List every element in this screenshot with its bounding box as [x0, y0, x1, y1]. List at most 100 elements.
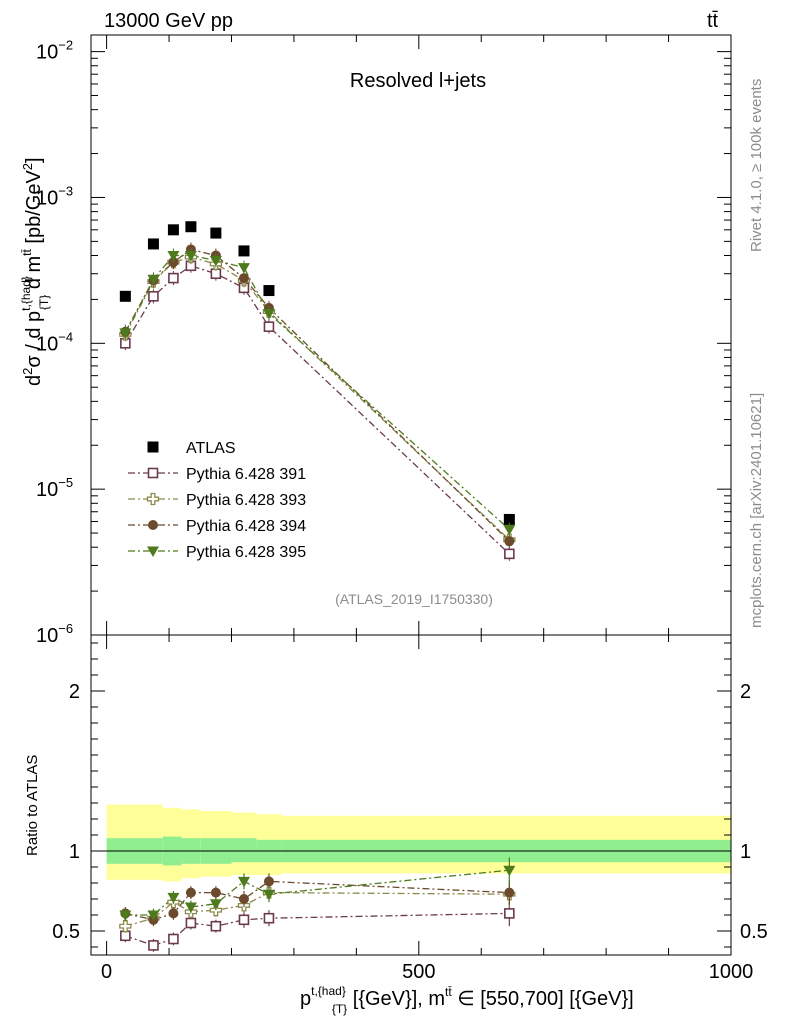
main-panel-axis-ticks: 10−610−510−410−310−2 — [36, 35, 732, 647]
main-panel-title: Resolved l+jets — [350, 70, 486, 92]
data-point-4-2 — [167, 251, 180, 262]
data-point-4-1 — [147, 274, 160, 286]
y-tick-label-base: 10 — [36, 187, 58, 209]
ratio-y-tick-label-right: 0.5 — [740, 921, 768, 943]
data-point-0-1 — [147, 238, 159, 250]
ratio-point-2-3 — [185, 887, 196, 898]
x-tick-label: 500 — [402, 961, 435, 983]
data-point-0-6 — [263, 285, 275, 297]
y-tick-label-base: 10 — [36, 333, 58, 355]
data-point-0-0 — [119, 290, 131, 302]
ratio-series-line-0 — [125, 912, 510, 947]
header-process-label: tt̄ — [707, 10, 719, 32]
legend-label-0: ATLAS — [186, 440, 236, 457]
ratio-point-2-6 — [263, 876, 274, 887]
data-point-1-1 — [148, 291, 159, 302]
rivet-version-label: Rivet 4.1.0, ≥ 100k events — [748, 79, 765, 252]
ratio-point-0-6 — [263, 912, 275, 924]
analysis-watermark: (ATLAS_2019_I1750330) — [335, 591, 493, 607]
ratio-y-tick-label-right: 2 — [740, 681, 751, 703]
y-tick-label-base: 10 — [36, 479, 58, 501]
legend-marker-2 — [146, 492, 160, 506]
y-tick-label-base: 10 — [36, 625, 58, 647]
stat-uncertainty-band — [231, 838, 257, 863]
ratio-panel-frame — [90, 634, 732, 956]
ratio-y-axis-label: Ratio to ATLAS — [24, 755, 41, 856]
data-point-4-6 — [262, 309, 275, 320]
data-point-3-7 — [504, 536, 515, 547]
ratio-y-tick-label: 0.5 — [52, 921, 80, 943]
data-point-4-3 — [184, 251, 197, 262]
ratio-point-0-4 — [210, 920, 222, 932]
ratio-point-3-6 — [262, 889, 275, 901]
legend-label-4: Pythia 6.428 395 — [186, 544, 306, 561]
y-tick-label: 10−3 — [36, 183, 73, 209]
x-tick-label: 0 — [101, 961, 112, 983]
data-point-1-7 — [504, 548, 515, 560]
data-point-1-2 — [168, 272, 179, 284]
ratio-point-2-5 — [238, 894, 249, 904]
series-line-3 — [124, 248, 510, 542]
data-point-0-4 — [210, 227, 222, 239]
y-tick-label-exponent: −5 — [58, 475, 73, 490]
ratio-point-0-3 — [185, 917, 197, 929]
series-line-1 — [124, 265, 510, 555]
ratio-point-3-2 — [167, 892, 180, 904]
ratio-point-0-5 — [238, 914, 250, 926]
legend-label-2: Pythia 6.428 393 — [186, 492, 306, 509]
y-tick-label: 10−2 — [36, 38, 73, 64]
y-tick-label-exponent: −4 — [58, 329, 73, 344]
ratio-point-1-0 — [119, 920, 132, 933]
ratio-point-3-3 — [184, 902, 197, 913]
ratio-y-tick-label: 2 — [69, 681, 80, 703]
data-point-4-0 — [119, 328, 132, 339]
ratio-point-3-7 — [503, 865, 516, 877]
ratio-point-0-0 — [120, 930, 131, 942]
header-energy-label: 13000 GeV pp — [104, 10, 233, 32]
legend-label-1: Pythia 6.428 391 — [186, 466, 306, 483]
series-line-2 — [124, 256, 510, 541]
ratio-point-2-2 — [168, 908, 179, 919]
x-tick-label: 1000 — [709, 961, 754, 983]
data-point-4-5 — [237, 263, 250, 274]
ratio-y-tick-label-right: 1 — [740, 841, 751, 863]
ratio-panel-content — [119, 857, 516, 952]
y-tick-label-base: 10 — [36, 42, 58, 64]
ratio-uncertainty-bands — [91, 804, 731, 882]
ratio-point-3-5 — [237, 876, 250, 888]
ratio-y-tick-label: 1 — [69, 841, 80, 863]
mcplots-reference-label: mcplots.cern.ch [arXiv:2401.10621] — [748, 393, 765, 628]
ratio-panel-axis-ticks: 0.5 0.5 1 1 2 2 0 500 1000 — [52, 635, 768, 983]
data-point-1-6 — [263, 321, 275, 332]
data-point-0-2 — [167, 224, 179, 236]
legend-marker-1 — [147, 467, 159, 479]
y-tick-label-exponent: −2 — [58, 38, 73, 53]
ratio-point-2-7 — [504, 887, 515, 898]
series-line-4 — [124, 254, 510, 530]
data-point-0-7 — [503, 513, 515, 525]
y-tick-label-exponent: −6 — [58, 621, 73, 636]
legend-marker-4 — [147, 546, 159, 557]
ratio-point-0-1 — [148, 940, 159, 951]
legend-marker-0 — [147, 441, 159, 453]
data-point-4-4 — [209, 255, 222, 267]
ratio-point-0-7 — [504, 908, 515, 919]
x-axis-label: pt,{had} {T} [{GeV}], mtt̄ ∈ [550,700] [{… — [300, 984, 634, 1016]
legend-marker-3 — [148, 520, 158, 530]
y-tick-label: 10−5 — [36, 475, 73, 501]
data-point-4-7 — [503, 524, 516, 536]
ratio-point-2-4 — [210, 887, 221, 898]
ratio-point-3-1 — [147, 910, 160, 921]
data-point-0-5 — [238, 245, 250, 257]
legend: ATLAS Pythia 6.428 391 Pythia 6.428 393 Pyt… — [128, 440, 306, 561]
main-panel-content — [119, 221, 516, 561]
ratio-point-3-4 — [209, 899, 222, 910]
data-point-3-5 — [238, 273, 249, 284]
main-y-axis-label: d2σ / d pt,{had} {T} d mtt̄ [pb/GeV2] — [19, 157, 51, 386]
ratio-series-line-1 — [125, 891, 510, 927]
ratio-point-0-2 — [168, 933, 179, 945]
y-tick-label: 10−6 — [36, 621, 73, 647]
legend-label-3: Pythia 6.428 394 — [186, 518, 306, 535]
y-tick-label: 10−4 — [36, 329, 73, 355]
